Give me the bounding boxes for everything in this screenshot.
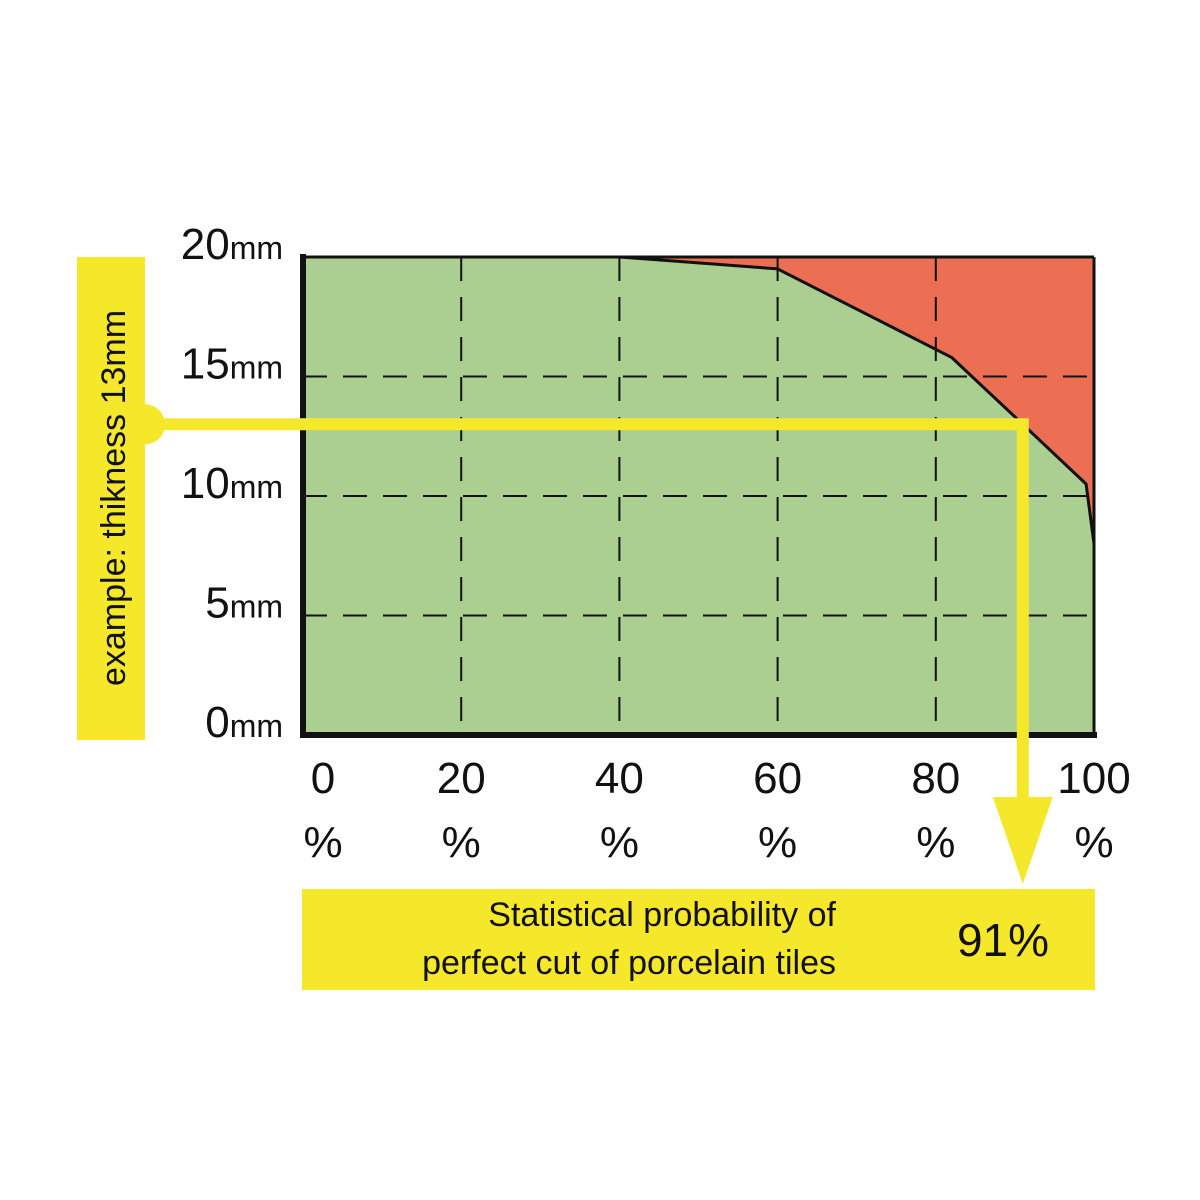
y-tick-unit: mm xyxy=(230,350,283,386)
y-tick-unit: mm xyxy=(230,708,283,744)
y-tick-label: 15mm xyxy=(181,340,283,389)
y-tick-label: 20mm xyxy=(181,220,283,269)
y-tick-value: 0 xyxy=(205,698,229,747)
y-tick-value: 15 xyxy=(181,340,230,389)
x-tick-unit: % xyxy=(303,818,342,867)
y-tick-label: 10mm xyxy=(181,459,283,508)
x-tick-label: 80 xyxy=(911,754,960,803)
y-tick-label: 0mm xyxy=(205,698,283,747)
x-tick-unit: % xyxy=(442,818,481,867)
x-tick-label: 0 xyxy=(311,754,335,803)
x-tick-unit: % xyxy=(916,818,955,867)
example-arrowhead xyxy=(992,797,1053,884)
x-tick-label: 20 xyxy=(437,754,486,803)
y-tick-value: 10 xyxy=(181,459,230,508)
y-tick-value: 5 xyxy=(205,579,229,628)
x-tick-label: 60 xyxy=(753,754,802,803)
x-tick-unit: % xyxy=(758,818,797,867)
result-caption-line2: perfect cut of porcelain tiles xyxy=(422,944,836,982)
y-tick-unit: mm xyxy=(230,230,283,266)
result-caption-line1: Statistical probability of xyxy=(488,896,836,934)
x-tick-label: 100 xyxy=(1057,754,1130,803)
result-value: 91% xyxy=(957,914,1049,966)
example-label-box xyxy=(77,257,145,740)
x-tick-unit: % xyxy=(1074,818,1113,867)
y-tick-unit: mm xyxy=(230,469,283,505)
y-tick-label: 5mm xyxy=(205,579,283,628)
x-tick-unit: % xyxy=(600,818,639,867)
x-tick-label: 40 xyxy=(595,754,644,803)
example-label-text: example: thikness 13mm xyxy=(95,310,133,686)
success-area xyxy=(303,257,1094,735)
result-box xyxy=(302,889,1095,990)
y-tick-value: 20 xyxy=(181,220,230,269)
y-tick-unit: mm xyxy=(230,589,283,625)
example-guide-line xyxy=(145,418,1029,800)
